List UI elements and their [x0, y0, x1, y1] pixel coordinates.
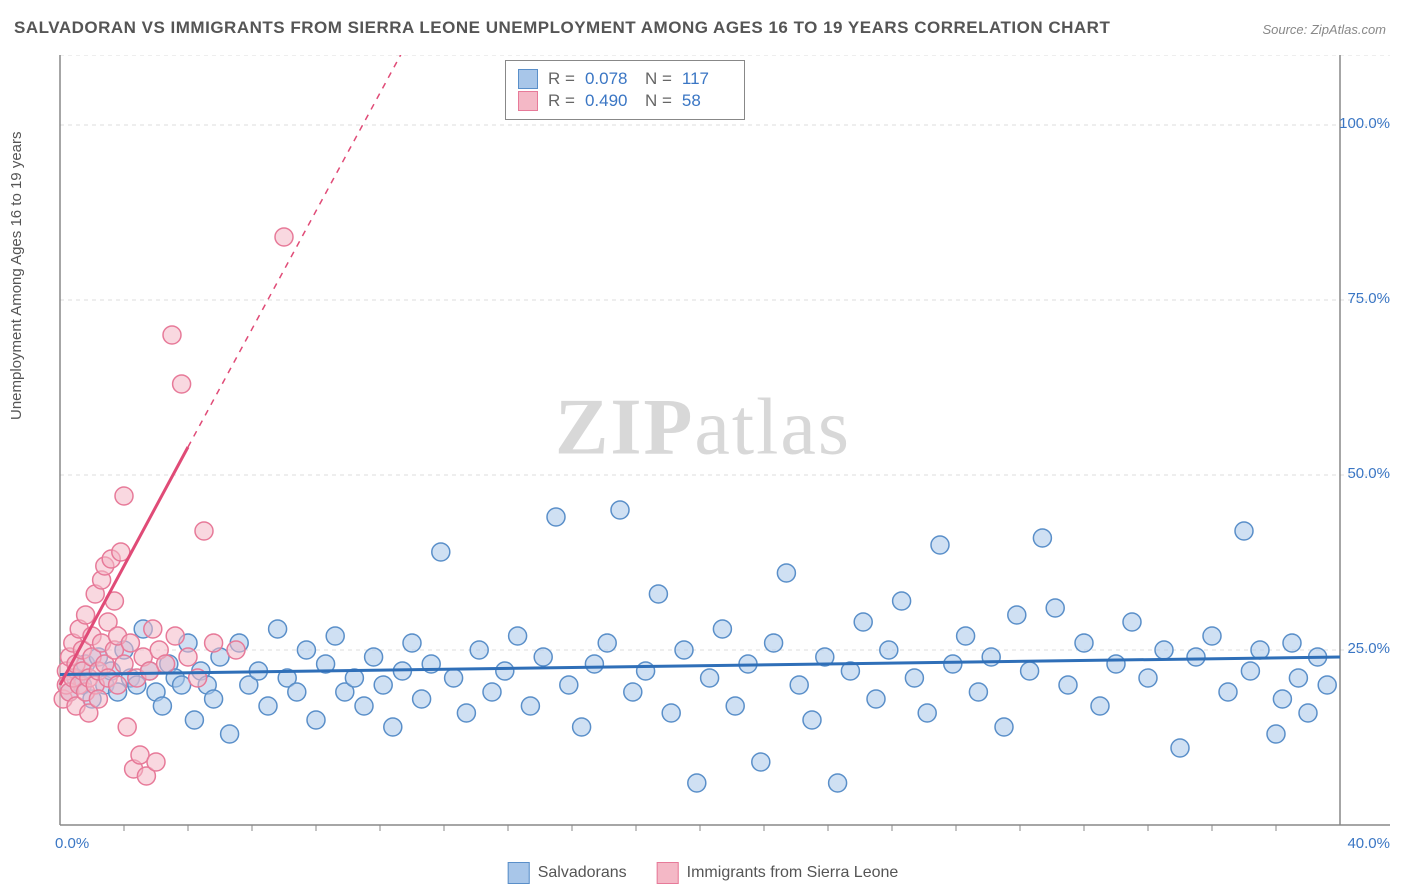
n-value-2: 58 [682, 91, 732, 111]
y-tick-label: 50.0% [1330, 465, 1390, 482]
source-attribution: Source: ZipAtlas.com [1262, 22, 1386, 37]
n-label-1: N = [645, 69, 672, 89]
swatch-series2 [518, 91, 538, 111]
swatch-series1 [518, 69, 538, 89]
legend-item-series1: Salvadorans [508, 862, 627, 884]
chart-title: SALVADORAN VS IMMIGRANTS FROM SIERRA LEO… [14, 18, 1110, 38]
r-value-1: 0.078 [585, 69, 635, 89]
y-tick-label: 100.0% [1330, 115, 1390, 132]
y-axis-label: Unemployment Among Ages 16 to 19 years [8, 131, 25, 420]
n-label-2: N = [645, 91, 672, 111]
x-tick-label: 40.0% [1347, 835, 1390, 852]
stats-row-series1: R = 0.078 N = 117 [518, 69, 732, 89]
r-label-2: R = [548, 91, 575, 111]
legend-swatch-series2 [657, 862, 679, 884]
legend-label-series2: Immigrants from Sierra Leone [687, 864, 899, 882]
n-value-1: 117 [682, 69, 732, 89]
correlation-stats-box: R = 0.078 N = 117 R = 0.490 N = 58 [505, 60, 745, 120]
scatter-plot-svg [50, 55, 1390, 835]
y-tick-label: 25.0% [1330, 640, 1390, 657]
chart-area: 25.0%50.0%75.0%100.0%0.0%40.0% [50, 55, 1390, 835]
legend-item-series2: Immigrants from Sierra Leone [657, 862, 899, 884]
legend-swatch-series1 [508, 862, 530, 884]
bottom-legend: Salvadorans Immigrants from Sierra Leone [508, 862, 899, 884]
stats-row-series2: R = 0.490 N = 58 [518, 91, 732, 111]
legend-label-series1: Salvadorans [538, 864, 627, 882]
r-label-1: R = [548, 69, 575, 89]
r-value-2: 0.490 [585, 91, 635, 111]
x-tick-label: 0.0% [55, 835, 89, 852]
y-tick-label: 75.0% [1330, 290, 1390, 307]
